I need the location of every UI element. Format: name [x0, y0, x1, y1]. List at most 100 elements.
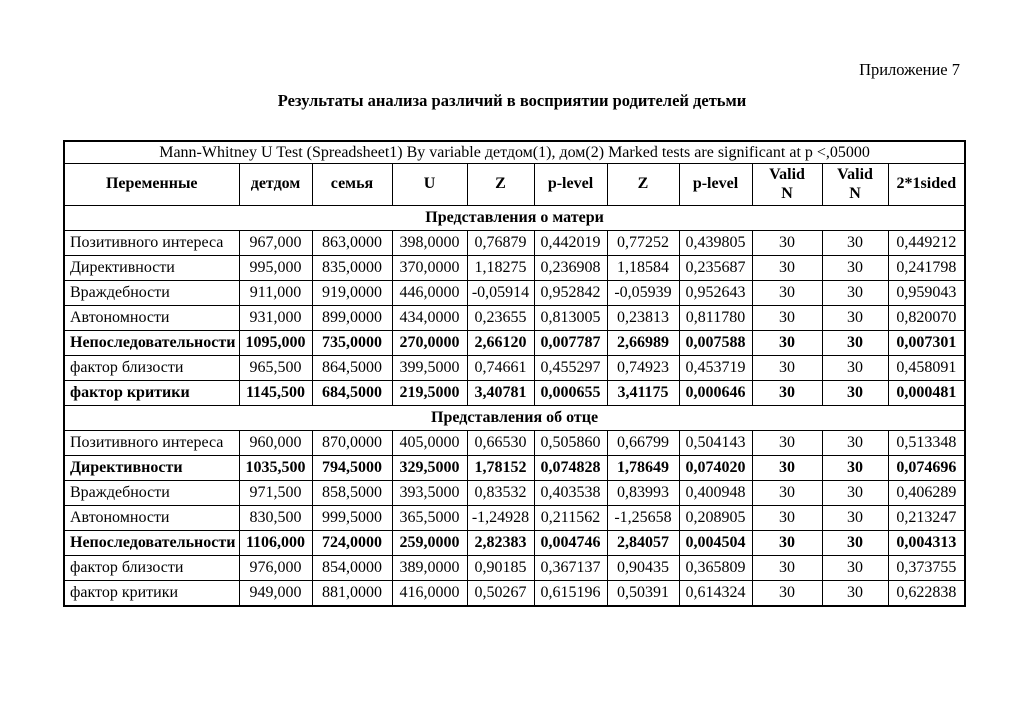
value-cell: 1,78649 [606, 455, 680, 481]
value-cell: 854,0000 [311, 555, 393, 581]
table-row: фактор критики 949,000 881,0000 416,0000 0,5… [63, 580, 966, 607]
variable-cell: Непоследовательности [63, 530, 240, 556]
value-cell: 0,90185 [466, 555, 535, 581]
value-cell: 0,813005 [533, 305, 608, 331]
value-cell: 30 [821, 455, 889, 481]
value-cell: 365,5000 [391, 505, 468, 531]
value-cell: 794,5000 [311, 455, 393, 481]
column-header: 2*1sided [887, 163, 966, 206]
column-header: p-level [678, 163, 753, 206]
value-cell: 30 [821, 530, 889, 556]
value-cell: 434,0000 [391, 305, 468, 331]
value-cell: 976,000 [238, 555, 313, 581]
variable-cell: Враждебности [63, 480, 240, 506]
value-cell: 899,0000 [311, 305, 393, 331]
value-cell: 30 [751, 330, 823, 356]
value-cell: 0,208905 [678, 505, 753, 531]
value-cell: 30 [751, 505, 823, 531]
value-cell: 30 [751, 230, 823, 256]
variable-cell: фактор близости [63, 555, 240, 581]
value-cell: 219,5000 [391, 380, 468, 406]
table-row: Враждебности 911,000 919,0000 446,0000 -0,05… [63, 280, 966, 306]
value-cell: 30 [821, 305, 889, 331]
value-cell: 0,50267 [466, 580, 535, 607]
value-cell: -1,24928 [466, 505, 535, 531]
value-cell: 0,449212 [887, 230, 966, 256]
value-cell: 30 [821, 355, 889, 381]
value-cell: 1106,000 [238, 530, 313, 556]
value-cell: 0,000655 [533, 380, 608, 406]
value-cell: 0,83532 [466, 480, 535, 506]
results-table: Mann-Whitney U Test (Spreadsheet1) By va… [63, 140, 967, 607]
value-cell: 931,000 [238, 305, 313, 331]
value-cell: 370,0000 [391, 255, 468, 281]
annex-label: Приложение 7 [859, 60, 960, 79]
value-cell: 259,0000 [391, 530, 468, 556]
value-cell: 0,004746 [533, 530, 608, 556]
value-cell: 0,614324 [678, 580, 753, 607]
value-cell: 0,74661 [466, 355, 535, 381]
value-cell: 0,23813 [606, 305, 680, 331]
value-cell: 971,500 [238, 480, 313, 506]
value-cell: 0,505860 [533, 430, 608, 456]
value-cell: 0,77252 [606, 230, 680, 256]
column-header: Valid N [751, 163, 823, 206]
value-cell: 416,0000 [391, 580, 468, 607]
value-cell: 0,400948 [678, 480, 753, 506]
column-header: Valid N [821, 163, 889, 206]
value-cell: -0,05939 [606, 280, 680, 306]
section-header-row: Представления о матери [63, 205, 966, 231]
value-cell: 270,0000 [391, 330, 468, 356]
value-cell: 830,500 [238, 505, 313, 531]
value-cell: 0,367137 [533, 555, 608, 581]
value-cell: 0,959043 [887, 280, 966, 306]
value-cell: 0,373755 [887, 555, 966, 581]
value-cell: -1,25658 [606, 505, 680, 531]
value-cell: 0,074696 [887, 455, 966, 481]
table-caption: Mann-Whitney U Test (Spreadsheet1) By va… [63, 140, 966, 164]
variable-cell: Позитивного интереса [63, 230, 240, 256]
value-cell: 2,84057 [606, 530, 680, 556]
value-cell: 1,78152 [466, 455, 535, 481]
value-cell: 30 [821, 255, 889, 281]
value-cell: 30 [751, 555, 823, 581]
variable-cell: фактор близости [63, 355, 240, 381]
value-cell: 858,5000 [311, 480, 393, 506]
value-cell: 0,23655 [466, 305, 535, 331]
column-header: семья [311, 163, 393, 206]
value-cell: 0,504143 [678, 430, 753, 456]
value-cell: 0,235687 [678, 255, 753, 281]
value-cell: 1,18584 [606, 255, 680, 281]
value-cell: 0,365809 [678, 555, 753, 581]
table-row: фактор критики 1145,500 684,5000 219,5000 3,… [63, 380, 966, 406]
value-cell: 870,0000 [311, 430, 393, 456]
value-cell: 0,007301 [887, 330, 966, 356]
value-cell: 724,0000 [311, 530, 393, 556]
table-row: Враждебности 971,500 858,5000 393,5000 0,835… [63, 480, 966, 506]
value-cell: 960,000 [238, 430, 313, 456]
value-cell: 0,007787 [533, 330, 608, 356]
table-row: фактор близости 976,000 854,0000 389,0000 0,… [63, 555, 966, 581]
value-cell: 835,0000 [311, 255, 393, 281]
value-cell: 30 [751, 430, 823, 456]
value-cell: 0,820070 [887, 305, 966, 331]
value-cell: 0,50391 [606, 580, 680, 607]
value-cell: 0,004313 [887, 530, 966, 556]
value-cell: 949,000 [238, 580, 313, 607]
variable-cell: Директивности [63, 255, 240, 281]
value-cell: 399,5000 [391, 355, 468, 381]
value-cell: 0,83993 [606, 480, 680, 506]
column-header: U [391, 163, 468, 206]
value-cell: 0,000646 [678, 380, 753, 406]
value-cell: 0,513348 [887, 430, 966, 456]
variable-cell: фактор критики [63, 580, 240, 607]
column-header: детдом [238, 163, 313, 206]
value-cell: 3,41175 [606, 380, 680, 406]
value-cell: 30 [751, 480, 823, 506]
value-cell: 30 [821, 505, 889, 531]
value-cell: 965,500 [238, 355, 313, 381]
value-cell: 0,952842 [533, 280, 608, 306]
table-row: Автономности 931,000 899,0000 434,0000 0,236… [63, 305, 966, 331]
